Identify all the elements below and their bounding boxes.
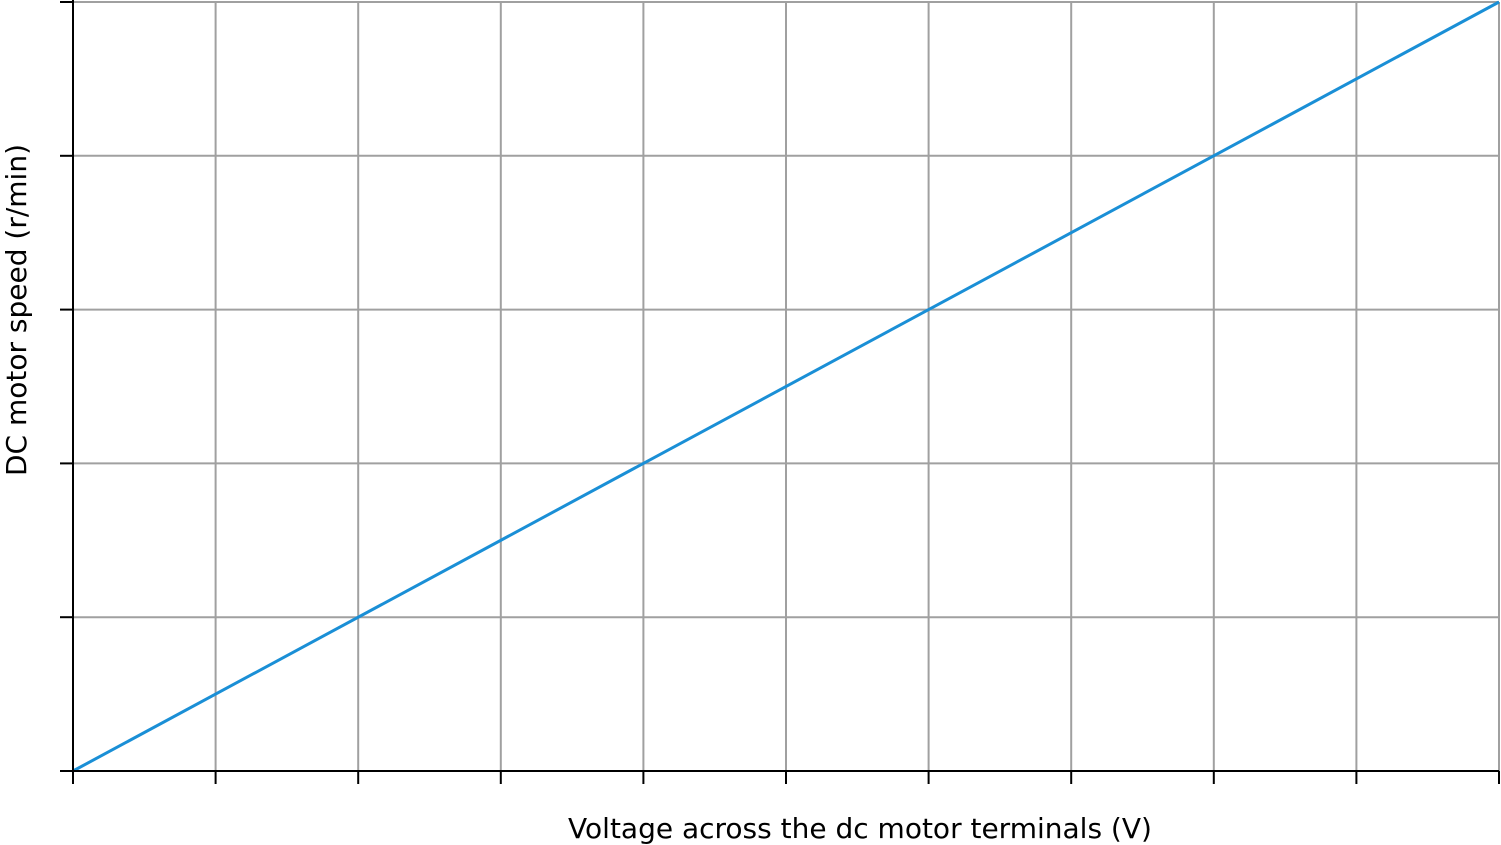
x-axis-label: Voltage across the dc motor terminals (V… xyxy=(568,812,1152,845)
series-group xyxy=(72,0,1500,773)
series-line xyxy=(72,0,1500,773)
ticks xyxy=(60,1,1500,784)
y-axis-label: DC motor speed (r/min) xyxy=(0,144,33,476)
